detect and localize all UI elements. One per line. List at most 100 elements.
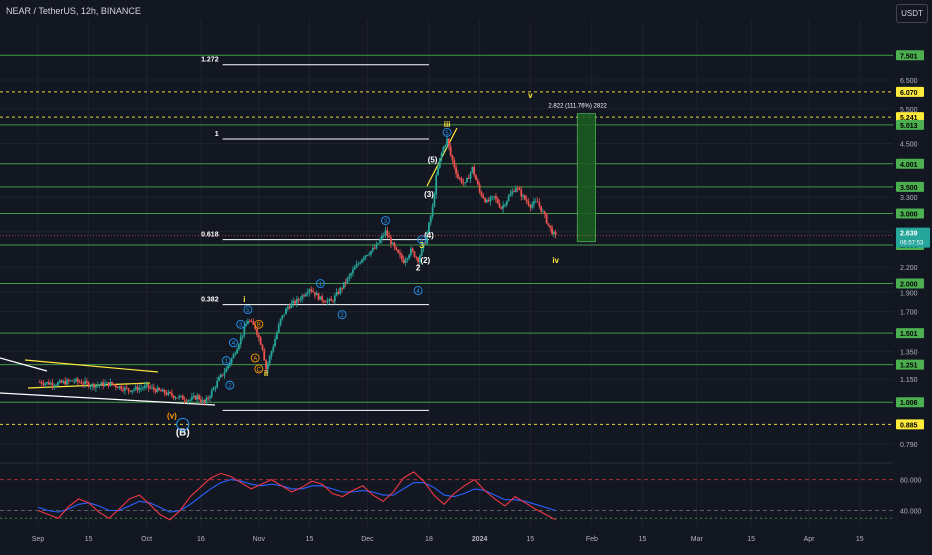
level-price-tag	[896, 119, 924, 130]
level-price-tag	[896, 328, 924, 339]
candle-body	[312, 291, 315, 293]
candle-body	[433, 194, 436, 207]
trendline	[0, 392, 216, 406]
candle-body	[100, 382, 103, 385]
candle-body	[190, 397, 193, 400]
candle-body	[131, 390, 134, 392]
wave-circle	[225, 380, 235, 390]
candle-body	[200, 399, 202, 402]
level-price-label: 3.000	[900, 212, 918, 219]
candle-body	[527, 201, 530, 205]
candle-body	[140, 387, 143, 389]
candle-body	[362, 257, 365, 260]
candle-body	[247, 320, 249, 325]
candle-body	[230, 358, 233, 364]
candle-body	[225, 368, 228, 373]
wave-circle	[413, 286, 423, 296]
wave-label: (B)	[176, 427, 190, 438]
fib-ratio-label: 1.272	[201, 57, 219, 64]
candle-body	[38, 382, 41, 383]
candle-body	[55, 385, 57, 387]
chart-title: NEAR / TetherUS, 12h, BINANCE	[6, 6, 141, 16]
candle-body	[243, 326, 246, 336]
time-tick-label: 2024	[472, 536, 488, 543]
candle-body	[397, 249, 400, 253]
candle-body	[294, 300, 296, 304]
candle-body	[504, 205, 506, 206]
level-price-tag	[896, 181, 924, 192]
candle-body	[357, 263, 360, 265]
candle-body	[214, 387, 217, 389]
candle-body	[547, 223, 550, 226]
candle-body	[40, 382, 43, 384]
candle-body	[328, 298, 331, 301]
wave-circle	[254, 319, 264, 329]
candle-body	[332, 300, 334, 302]
candle-body	[228, 363, 231, 366]
grid	[0, 20, 893, 526]
level-price-label: 6.070	[900, 90, 918, 97]
candle-body	[93, 384, 96, 388]
candle-body	[498, 203, 501, 208]
candle-body	[169, 391, 172, 393]
candle-body	[252, 321, 255, 325]
candle-body	[514, 188, 517, 192]
level-price-label: 1.501	[900, 331, 918, 338]
candle-body	[196, 395, 199, 400]
candle-body	[143, 385, 146, 388]
candle-body	[203, 400, 206, 403]
candle-body	[147, 384, 150, 388]
candle-body	[473, 166, 476, 176]
candle-body	[49, 382, 52, 385]
candle-body	[428, 222, 430, 233]
candle-body	[133, 389, 135, 391]
candle-body	[449, 146, 452, 156]
currency-button[interactable]: USDT	[896, 4, 928, 23]
candle-body	[266, 363, 269, 370]
price-tick-label: 1.700	[900, 310, 918, 317]
candle-body	[341, 287, 343, 289]
candle-body	[426, 232, 429, 244]
candle-body	[187, 400, 190, 402]
price-tick-label: 1.150	[900, 377, 918, 384]
candle-body	[315, 293, 318, 296]
candle-body	[281, 315, 284, 319]
candle-body	[66, 379, 68, 385]
candle-body	[411, 248, 414, 252]
candle-body	[85, 380, 88, 383]
candle-body	[288, 306, 291, 309]
candle-body	[60, 380, 63, 383]
candle-body	[154, 389, 157, 393]
candle-body	[419, 255, 421, 263]
candle-body	[152, 387, 155, 390]
level-price-tag	[896, 158, 924, 169]
candle-body	[210, 390, 213, 397]
candle-body	[431, 206, 434, 217]
candle-body	[102, 382, 105, 387]
candle-body	[261, 344, 264, 350]
candle-body	[342, 282, 345, 289]
candle-body	[142, 387, 144, 389]
candle-body	[181, 395, 184, 400]
candle-body	[292, 300, 295, 304]
price-tick-label: 5.500	[900, 107, 918, 114]
wave-circle	[221, 356, 231, 366]
time-tick-label: 15	[856, 536, 864, 543]
candle-body	[174, 397, 177, 399]
level-price-tag	[896, 359, 924, 370]
candle-body	[189, 399, 191, 401]
candle-body	[158, 387, 161, 391]
candle-body	[42, 383, 45, 385]
candle-body	[303, 295, 305, 297]
wave-label: ii	[264, 369, 268, 378]
candle-body	[107, 382, 110, 387]
candle-body	[523, 195, 526, 200]
time-tick-label: Dec	[361, 536, 374, 543]
circled-wave-label: 5	[246, 308, 250, 314]
candle-body	[239, 337, 242, 345]
candle-body	[384, 230, 387, 236]
candle-body	[348, 275, 351, 278]
